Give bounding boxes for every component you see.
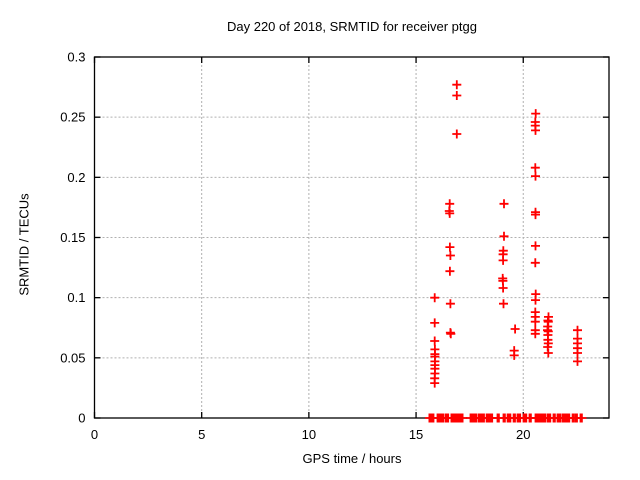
y-tick-label: 0.05 (60, 350, 85, 365)
data-point (430, 378, 440, 388)
y-tick-label: 0 (78, 411, 85, 426)
y-tick-label: 0.2 (67, 170, 85, 185)
y-tick-label: 0.3 (67, 50, 85, 65)
data-point (573, 356, 582, 366)
baseline-rug-segment (482, 413, 497, 423)
data-point (445, 242, 455, 252)
y-tick-label: 0.25 (60, 110, 85, 125)
data-point (430, 336, 440, 346)
baseline-rug-segment (525, 413, 536, 423)
x-tick-label: 0 (91, 427, 98, 442)
y-tick-label: 0.1 (67, 290, 85, 305)
y-tick-label: 0.15 (60, 230, 85, 245)
baseline-rug-segment (446, 413, 468, 423)
x-axis-label: GPS time / hours (302, 451, 402, 466)
data-point (543, 348, 553, 358)
baseline-rug-segment (571, 413, 582, 423)
data-point (530, 329, 540, 339)
data-point (498, 255, 508, 265)
data-point (452, 91, 462, 100)
data-point (445, 208, 455, 218)
data-point (499, 299, 508, 309)
data-point (452, 129, 462, 139)
x-tick-label: 20 (516, 427, 530, 442)
baseline-rug-segment (576, 413, 587, 423)
data-point (498, 283, 508, 293)
x-tick-label: 15 (409, 427, 423, 442)
data-point (531, 125, 540, 135)
data-point (531, 210, 540, 220)
data-point (445, 299, 455, 309)
x-tick-label: 5 (198, 427, 205, 442)
data-point (573, 348, 582, 358)
data-point (446, 329, 456, 339)
baseline-rug-segment (519, 413, 531, 423)
data-point (531, 109, 541, 119)
baseline-rug-segment (440, 413, 453, 423)
data-point (445, 251, 455, 260)
data-point (530, 317, 540, 327)
data-point (499, 231, 509, 241)
baseline-rug-segment (562, 413, 574, 423)
data-point (573, 325, 582, 335)
data-point (531, 241, 540, 251)
data-point (452, 80, 462, 90)
baseline-rug-segment (543, 413, 555, 423)
data-point (530, 258, 540, 268)
data-point (445, 266, 455, 276)
baseline-rug-segment (503, 413, 515, 423)
data-point (510, 324, 520, 334)
data-point (430, 293, 440, 303)
data-point (531, 171, 540, 181)
data-point (530, 163, 540, 173)
data-point (499, 199, 509, 209)
data-point (531, 295, 540, 305)
baseline-rug-segment (493, 413, 504, 423)
x-tick-label: 10 (302, 427, 316, 442)
baseline-rug-segment (513, 413, 525, 423)
data-point (430, 318, 440, 328)
chart-title: Day 220 of 2018, SRMTID for receiver ptg… (226, 19, 477, 34)
data-point (509, 350, 519, 360)
